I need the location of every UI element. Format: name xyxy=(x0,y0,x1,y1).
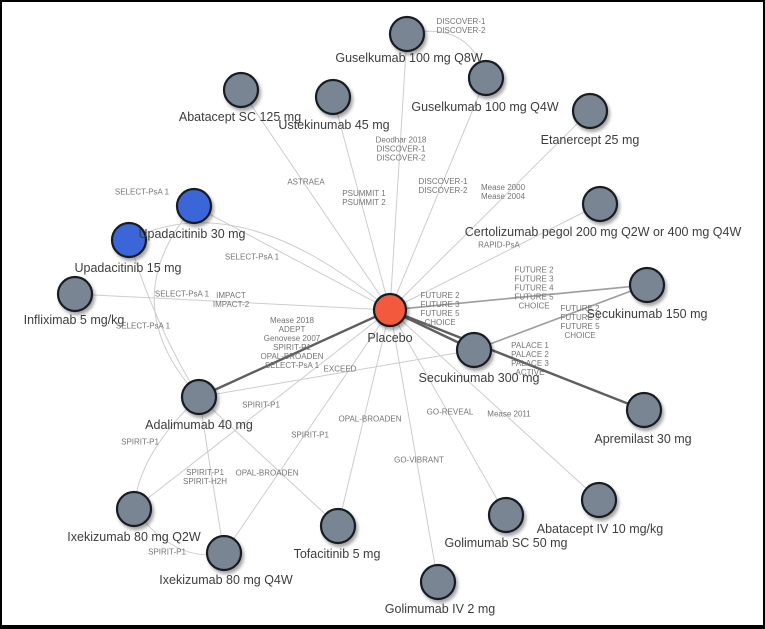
edge-placebo-ixekizumab_q2w xyxy=(133,309,391,510)
edge-placebo-golimumab_sc xyxy=(389,309,507,516)
node-secukinumab300[interactable] xyxy=(455,331,493,369)
node-apremilast[interactable] xyxy=(625,391,663,429)
edge-adalimumab-upadacitinib15 xyxy=(128,239,200,398)
node-ixekizumab_q4w[interactable] xyxy=(205,534,243,572)
node-gus_q8w[interactable] xyxy=(388,15,426,53)
edge-placebo-gus_q8w xyxy=(389,33,408,311)
edge-adalimumab-upadacitinib30 xyxy=(153,205,200,398)
node-tofacitinib[interactable] xyxy=(319,507,357,545)
edge-group xyxy=(74,30,648,583)
edge-placebo-upadacitinib15 xyxy=(128,222,391,311)
edge-adalimumab-ixekizumab_q4w xyxy=(198,396,225,554)
node-ustekinumab[interactable] xyxy=(314,78,352,116)
edge-placebo-certolizumab xyxy=(389,203,601,311)
node-etanercept[interactable] xyxy=(571,92,609,130)
edge-placebo-gus_q4w xyxy=(389,77,487,311)
node-abatacept_iv[interactable] xyxy=(580,481,618,519)
edge-placebo-upadacitinib30 xyxy=(193,205,391,311)
node-certolizumab[interactable] xyxy=(581,185,619,223)
node-group xyxy=(56,15,666,601)
edge-placebo-abatacept_iv xyxy=(389,309,600,501)
edge-adalimumab-secukinumab300 xyxy=(198,349,475,398)
edge-secukinumab300-secukinumab150 xyxy=(473,284,648,351)
edge-placebo-ustekinumab xyxy=(332,96,391,311)
edge-placebo-golimumab_iv xyxy=(389,309,439,583)
node-abatacept_sc[interactable] xyxy=(222,71,260,109)
edge-placebo-abatacept_sc xyxy=(240,89,391,311)
node-adalimumab[interactable] xyxy=(180,378,218,416)
edge-placebo-adalimumab xyxy=(198,308,391,399)
edge-placebo-secukinumab150 xyxy=(389,284,648,311)
edge-placebo-etanercept xyxy=(389,110,591,311)
node-golimumab_sc[interactable] xyxy=(487,496,525,534)
node-ixekizumab_q2w[interactable] xyxy=(115,490,153,528)
node-upadacitinib15[interactable] xyxy=(110,221,148,259)
edge-adalimumab-ixekizumab_q2w xyxy=(133,396,200,510)
node-infliximab[interactable] xyxy=(56,275,94,313)
edge-placebo-ixekizumab_q4w xyxy=(223,309,391,554)
edge-placebo-apremilast xyxy=(389,308,645,412)
node-gus_q4w[interactable] xyxy=(467,59,505,97)
node-placebo[interactable] xyxy=(372,292,408,328)
edge-placebo-tofacitinib xyxy=(337,309,391,527)
node-golimumab_iv[interactable] xyxy=(419,563,457,601)
edge-placebo-infliximab xyxy=(74,293,391,311)
edge-adalimumab-tofacitinib xyxy=(198,396,339,527)
node-secukinumab150[interactable] xyxy=(628,266,666,304)
node-upadacitinib30[interactable] xyxy=(175,187,213,225)
